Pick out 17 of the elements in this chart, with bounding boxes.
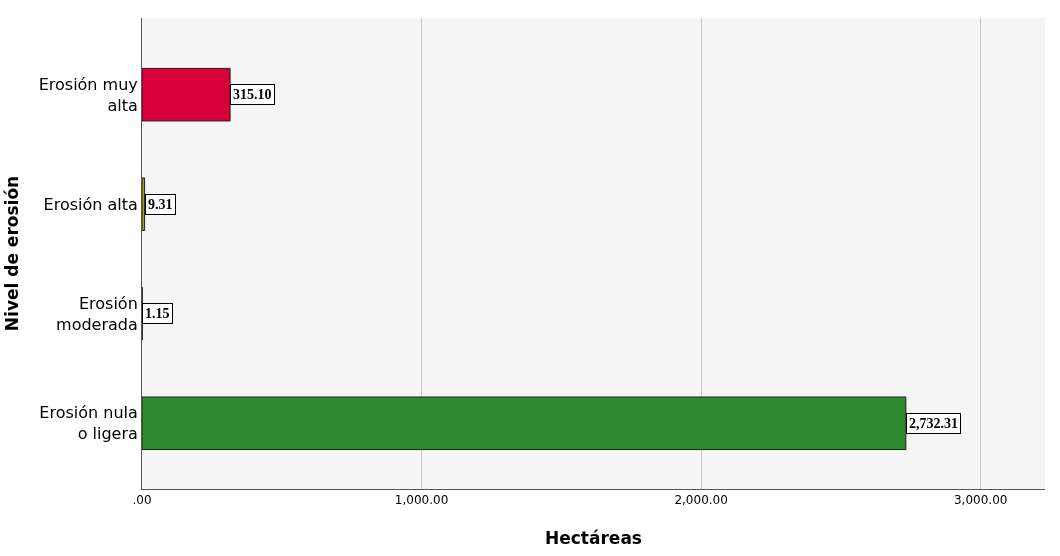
y-tick-label: Erosión moderada <box>56 293 138 334</box>
y-tick-label: Erosión alta <box>43 194 138 214</box>
bar <box>142 396 907 451</box>
data-label: 1.15 <box>145 306 170 321</box>
bar <box>142 67 231 122</box>
y-tick-label: Erosión muy alta <box>38 74 138 115</box>
data-label: 2,732.31 <box>909 416 958 431</box>
x-tick-label: 1,000.00 <box>394 493 449 508</box>
data-label: 315.10 <box>233 87 272 102</box>
x-tick-label: 3,000.00 <box>953 493 1008 508</box>
y-axis-title: Nivel de erosión <box>2 175 23 332</box>
x-tick-label: 2,000.00 <box>674 493 728 508</box>
bar <box>142 177 146 231</box>
y-tick-label: Erosión nula o ligera <box>39 403 138 444</box>
x-tick-label: .00 <box>132 493 152 508</box>
x-axis-title: Hectáreas <box>545 527 642 548</box>
data-label: 9.31 <box>148 197 173 212</box>
